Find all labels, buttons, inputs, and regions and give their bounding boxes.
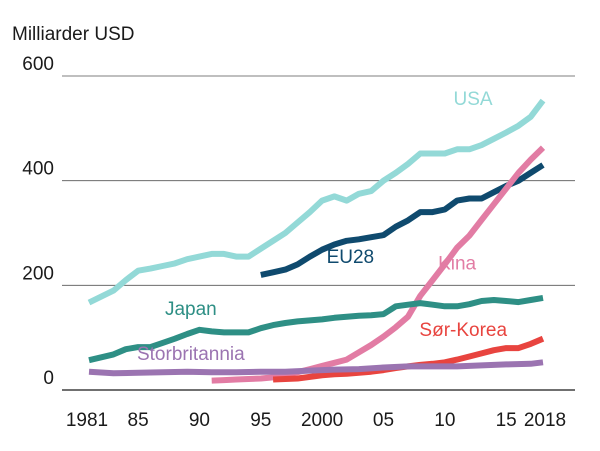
series-labels: USA EU28 Kina Japan Sør-Korea Storbritannia: [137, 89, 508, 365]
series-label-eu28: EU28: [327, 247, 375, 268]
series-line-japan: [88, 294, 544, 364]
x-tick-label-05: 05: [373, 410, 394, 431]
x-tick-label-2000: 2000: [301, 410, 343, 431]
series-line-storbritannia: [88, 359, 544, 377]
series-line-kina: [211, 145, 546, 384]
x-tick-labels: 1981 85 90 95 2000 05 10 15 2018: [66, 410, 566, 431]
x-tick-label-90: 90: [189, 410, 210, 431]
series-lines: [87, 98, 546, 384]
series-label-japan: Japan: [165, 299, 217, 320]
series-label-sør-korea: Sør-Korea: [419, 320, 507, 341]
series-line-eu28: [260, 162, 545, 278]
y-tick-label-200: 200: [22, 263, 54, 284]
y-tick-label-400: 400: [22, 159, 54, 180]
y-axis-label: Milliarder USD: [12, 24, 134, 45]
series-label-storbritannia: Storbritannia: [137, 344, 245, 365]
x-tick-label-95: 95: [250, 410, 271, 431]
series-label-kina: Kina: [438, 254, 476, 275]
y-tick-label-600: 600: [22, 54, 54, 75]
y-tick-label-0: 0: [43, 368, 54, 389]
x-tick-label-1981: 1981: [66, 410, 108, 431]
gridlines: [62, 75, 575, 391]
x-tick-label-10: 10: [434, 410, 455, 431]
y-tick-labels: 0 200 400 600: [22, 54, 54, 389]
x-tick-label-2018: 2018: [524, 410, 566, 431]
series-label-usa: USA: [454, 89, 493, 110]
series-line-usa: [87, 98, 546, 306]
x-tick-label-15: 15: [496, 410, 517, 431]
x-tick-label-85: 85: [128, 410, 149, 431]
